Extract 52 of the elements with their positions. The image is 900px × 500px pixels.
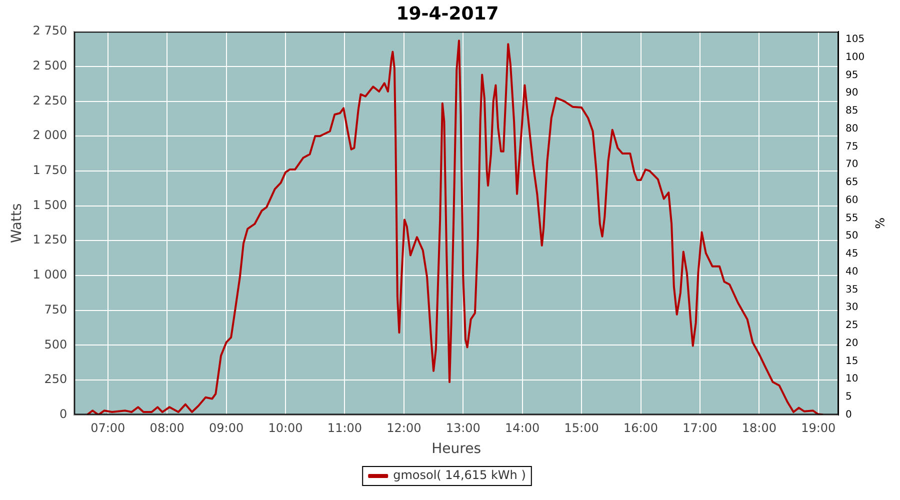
y2-tick-label: 75	[846, 141, 858, 152]
y2-tick-label: 40	[846, 266, 858, 278]
y2-tick-label: 90	[846, 88, 858, 99]
y-tick-label: 250	[44, 372, 68, 386]
x-tick-label: 10:00	[268, 421, 303, 436]
y-tick-label: 500	[44, 337, 68, 352]
y2-tick-label: 25	[846, 320, 858, 332]
y2-tick-label: 95	[846, 70, 858, 81]
y2-tick-label: 80	[846, 123, 858, 134]
y2-tick-label: 50	[846, 230, 858, 242]
y2-tick-label: 20	[846, 338, 858, 349]
y-tick-label: 2 000	[32, 128, 68, 142]
x-tick-label: 17:00	[682, 421, 718, 436]
y2-tick-label: 15	[846, 356, 858, 367]
x-tick-label: 09:00	[209, 421, 244, 436]
x-tick-label: 18:00	[742, 421, 776, 436]
y-tick-label: 1 500	[32, 198, 68, 212]
x-tick-label: 13:00	[446, 421, 480, 436]
y2-tick-label: 35	[846, 284, 858, 296]
y2-tick-label: 45	[846, 248, 858, 260]
x-tick-label: 08:00	[150, 421, 184, 436]
y-tick-label: 0	[60, 406, 68, 421]
chart-title: 19-4-2017	[396, 3, 499, 24]
y-tick-label: 2 250	[32, 93, 68, 108]
y-axis-title: Watts	[9, 203, 26, 244]
y2-tick-label: 55	[846, 212, 858, 224]
y2-tick-label: 65	[846, 177, 858, 188]
x-tick-label: 12:00	[386, 421, 422, 436]
y2-tick-label: 85	[846, 106, 858, 117]
y2-tick-label: 70	[846, 159, 858, 170]
x-tick-label: 07:00	[90, 421, 126, 436]
legend-label: gmosol( 14,615 kWh )	[393, 468, 526, 482]
x-axis-title: Heures	[432, 441, 482, 458]
y-tick-label: 2 750	[32, 24, 68, 38]
y-tick-label: 2 500	[32, 58, 68, 73]
y2-tick-label: 5	[846, 392, 852, 403]
y2-tick-label: 105	[846, 34, 865, 46]
y2-tick-label: 30	[846, 302, 858, 314]
x-tick-label: 14:00	[505, 421, 540, 436]
y-tick-label: 1 750	[32, 163, 68, 178]
y2-tick-label: 100	[846, 52, 865, 63]
y-tick-label: 1 250	[32, 232, 68, 247]
y2-tick-label: 10	[846, 374, 858, 385]
x-tick-label: 16:00	[623, 421, 658, 436]
y2-tick-label: 60	[846, 194, 858, 206]
y2-tick-label: 0	[846, 409, 852, 420]
x-tick-label: 19:00	[801, 421, 836, 436]
x-tick-label: 11:00	[327, 421, 362, 436]
x-tick-label: 15:00	[564, 421, 599, 436]
y-tick-label: 1 000	[32, 268, 68, 282]
y-tick-label: 750	[44, 302, 68, 316]
y2-axis-title: %	[872, 217, 887, 229]
